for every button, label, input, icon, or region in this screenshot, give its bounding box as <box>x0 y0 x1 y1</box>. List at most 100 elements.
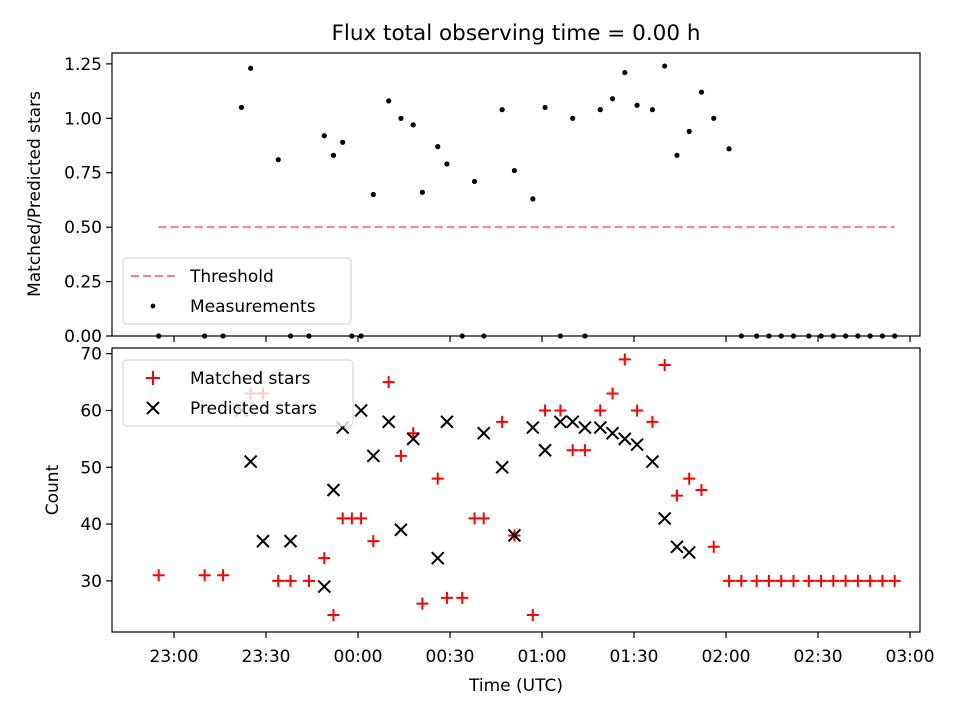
matched-star-point <box>355 512 368 525</box>
measurement-point <box>662 63 668 69</box>
matched-star-point <box>284 574 297 587</box>
measurement-point <box>358 333 364 339</box>
x-tick-label: 03:00 <box>886 647 935 667</box>
bottom-y-tick-label: 70 <box>80 345 102 365</box>
matched-star-point <box>431 472 444 485</box>
predicted-star-point <box>526 420 540 435</box>
matched-star-point <box>606 387 619 400</box>
predicted-star-point <box>605 426 620 440</box>
matched-star-point <box>367 535 380 548</box>
matched-star-point <box>198 569 211 582</box>
measurement-point <box>444 161 450 167</box>
matched-star-point <box>827 574 840 587</box>
measurement-point <box>754 333 760 339</box>
top-y-axis-label: Matched/Predicted stars <box>25 91 45 297</box>
measurement-point <box>686 128 692 134</box>
top-x-ticks <box>173 336 911 342</box>
measurement-point <box>711 115 717 121</box>
measurement-point <box>634 102 640 108</box>
predicted-star-point <box>670 540 684 554</box>
top-panel: 0.00 0.25 0.50 0.75 1.00 1.25 Matched/Predict… <box>25 52 921 347</box>
measurement-point <box>622 69 628 76</box>
matched-star-point <box>775 574 788 587</box>
predicted-star-point <box>507 528 522 543</box>
measurement-point <box>649 107 656 113</box>
matched-star-point <box>888 574 901 587</box>
predicted-star-point <box>657 511 672 526</box>
matched-star-point <box>750 574 763 587</box>
measurement-point <box>879 333 886 339</box>
measurement-point <box>386 98 392 104</box>
matched-star-point <box>407 427 420 440</box>
predicted-star-point <box>366 449 381 463</box>
matched-star-point <box>456 591 469 604</box>
measurement-point <box>738 333 744 339</box>
bottom-legend: Matched stars Predicted stars <box>122 359 354 427</box>
legend-matched-swatch <box>146 371 160 385</box>
bottom-y-tick-label: 50 <box>80 458 102 478</box>
x-tick-label: 23:00 <box>150 647 199 667</box>
matched-star-point <box>670 489 683 502</box>
predicted-star-point <box>593 420 607 435</box>
legend-measurements-swatch <box>150 303 156 309</box>
matched-star-point <box>539 404 552 417</box>
top-y-tick-label: 1.25 <box>64 55 102 75</box>
predicted-star-point <box>431 551 445 565</box>
measurement-point <box>806 333 812 339</box>
matched-star-point <box>152 569 165 582</box>
matched-star-point <box>762 574 775 587</box>
bottom-y-tick-label: 40 <box>80 515 102 535</box>
bottom-plot-frame <box>111 347 921 633</box>
matched-star-point <box>272 574 285 587</box>
matched-star-point <box>477 512 490 525</box>
matched-star-point <box>618 353 631 366</box>
measurement-point <box>287 333 294 339</box>
measurement-point <box>726 146 732 152</box>
measurement-point <box>892 333 898 339</box>
predicted-star-point <box>326 483 341 497</box>
top-legend-box <box>122 257 352 325</box>
x-tick-label: 01:00 <box>518 647 567 667</box>
x-tick-label: 01:30 <box>610 647 659 667</box>
measurement-point <box>530 196 536 202</box>
top-y-tick-label: 1.00 <box>64 109 102 129</box>
top-plot-frame <box>111 52 921 337</box>
matched-star-point <box>440 591 453 604</box>
measurement-point <box>340 139 346 145</box>
bottom-y-tick-label: 60 <box>80 401 102 421</box>
top-y-tick-label: 0.75 <box>64 164 102 184</box>
predicted-star-point <box>243 454 258 469</box>
measurement-point <box>275 157 281 163</box>
legend-predicted-swatch <box>146 401 160 415</box>
predicted-star-point <box>381 415 396 429</box>
x-tick-label: 00:30 <box>426 647 475 667</box>
predicted-star-point <box>477 426 491 440</box>
x-tick-label: 00:00 <box>334 647 383 667</box>
matched-star-point <box>851 574 864 587</box>
measurement-point <box>370 191 376 198</box>
measurement-point <box>557 333 564 339</box>
measurement-point <box>511 167 518 174</box>
matched-star-point <box>526 608 539 621</box>
predicted-star-point <box>618 432 632 446</box>
matched-star-point <box>217 569 230 582</box>
measurement-point <box>830 333 836 339</box>
predicted-star-point <box>553 415 568 429</box>
matched-star-point <box>318 552 331 565</box>
figure-title: Flux total observing time = 0.00 h <box>332 21 701 46</box>
matched-star-point <box>695 484 708 496</box>
measurement-point <box>238 104 245 111</box>
matched-star-point <box>594 404 607 417</box>
predicted-star-point <box>256 534 270 548</box>
legend-measurements-label: Measurements <box>190 297 316 317</box>
matched-star-point <box>839 574 852 587</box>
matched-star-point <box>723 574 736 587</box>
x-tick-label: 02:30 <box>794 647 843 667</box>
predicted-star-point <box>495 460 509 474</box>
measurement-point <box>306 333 312 339</box>
predicted-stars-points <box>234 403 696 594</box>
measurement-point <box>220 333 226 339</box>
measurement-point <box>609 96 616 102</box>
predicted-star-point <box>578 420 592 435</box>
predicted-star-point <box>317 579 331 594</box>
